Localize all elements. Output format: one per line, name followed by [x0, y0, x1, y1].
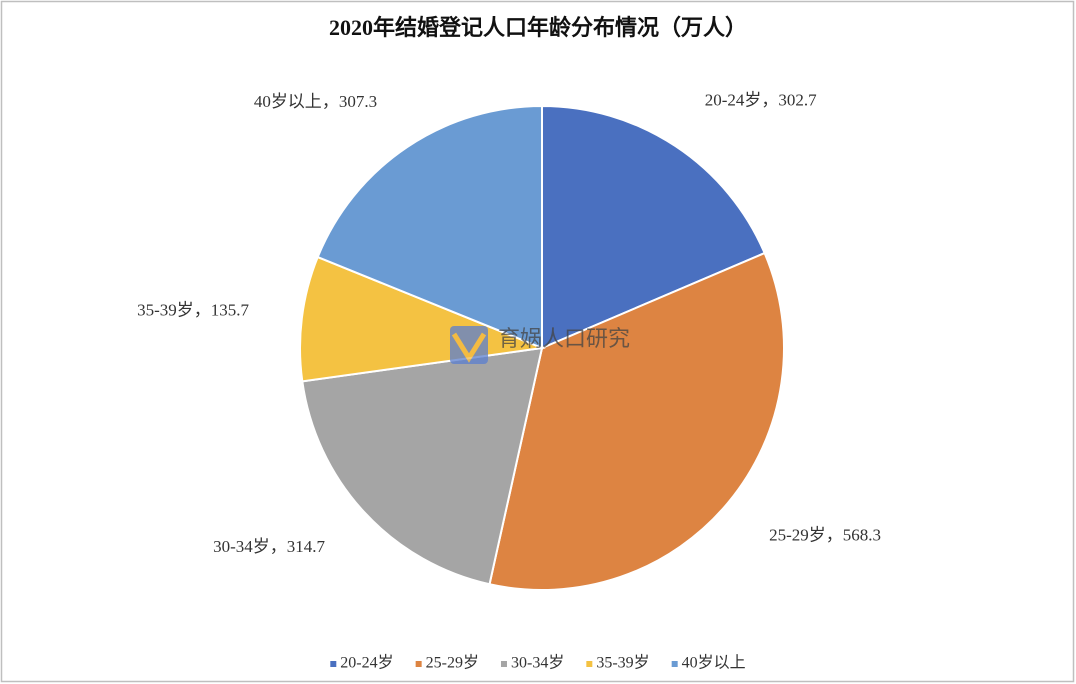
- legend-swatch: [671, 661, 678, 667]
- legend-item: 20-24岁: [330, 654, 394, 672]
- chart-title: 2020年结婚登记人口年龄分布情况（万人）: [329, 15, 747, 40]
- legend-label: 20-24岁: [340, 654, 393, 672]
- data-label-separator: ，: [270, 537, 287, 556]
- data-label-separator: ，: [826, 526, 843, 545]
- data-label-value: 302.7: [778, 91, 817, 110]
- data-label: 20-24岁，302.7: [705, 91, 817, 110]
- watermark-text: 育娲人口研究: [498, 327, 630, 352]
- data-label-separator: ，: [761, 91, 778, 110]
- data-label-value: 314.7: [287, 537, 326, 556]
- watermark: 育娲人口研究: [450, 326, 630, 364]
- legend-swatch: [500, 661, 507, 667]
- legend-swatch: [586, 661, 593, 667]
- legend-item: 30-34岁: [500, 654, 564, 672]
- legend: 20-24岁 25-29岁 30-34岁 35-39岁 40岁以上: [330, 654, 746, 672]
- data-label-category: 30-34岁: [213, 537, 270, 556]
- pie-slice: [301, 346, 544, 586]
- watermark-logo: [450, 326, 488, 364]
- data-label-value: 135.7: [211, 301, 250, 320]
- legend-label: 25-29岁: [426, 654, 479, 672]
- legend-swatch: [330, 661, 337, 667]
- data-label-separator: ，: [194, 301, 211, 320]
- data-label-category: 35-39岁: [137, 301, 194, 320]
- pie-slice: [488, 251, 785, 591]
- data-label: 25-29岁，568.3: [769, 526, 881, 545]
- data-label-separator: ，: [322, 92, 339, 111]
- pie-slice: [541, 104, 766, 350]
- legend-item: 25-29岁: [415, 654, 479, 672]
- pie-slice: [316, 104, 543, 350]
- legend-label: 30-34岁: [511, 654, 564, 672]
- legend-item: 35-39岁: [586, 654, 650, 672]
- data-label-category: 25-29岁: [769, 526, 826, 545]
- data-label-category: 20-24岁: [705, 91, 762, 110]
- watermark-logo-mark: [451, 332, 487, 363]
- legend-label: 40岁以上: [682, 654, 746, 672]
- legend-label: 35-39岁: [596, 654, 649, 672]
- pie: 20-24岁，302.725-29岁，568.330-34岁，314.735-3…: [137, 91, 881, 591]
- data-label-value: 307.3: [339, 92, 377, 111]
- legend-item: 40岁以上: [671, 654, 746, 672]
- data-label: 35-39岁，135.7: [137, 301, 249, 320]
- data-label-value: 568.3: [843, 526, 881, 545]
- data-label: 40岁以上，307.3: [254, 92, 377, 111]
- data-label-category: 40岁以上: [254, 92, 322, 111]
- data-label: 30-34岁，314.7: [213, 537, 325, 556]
- legend-swatch: [415, 661, 422, 667]
